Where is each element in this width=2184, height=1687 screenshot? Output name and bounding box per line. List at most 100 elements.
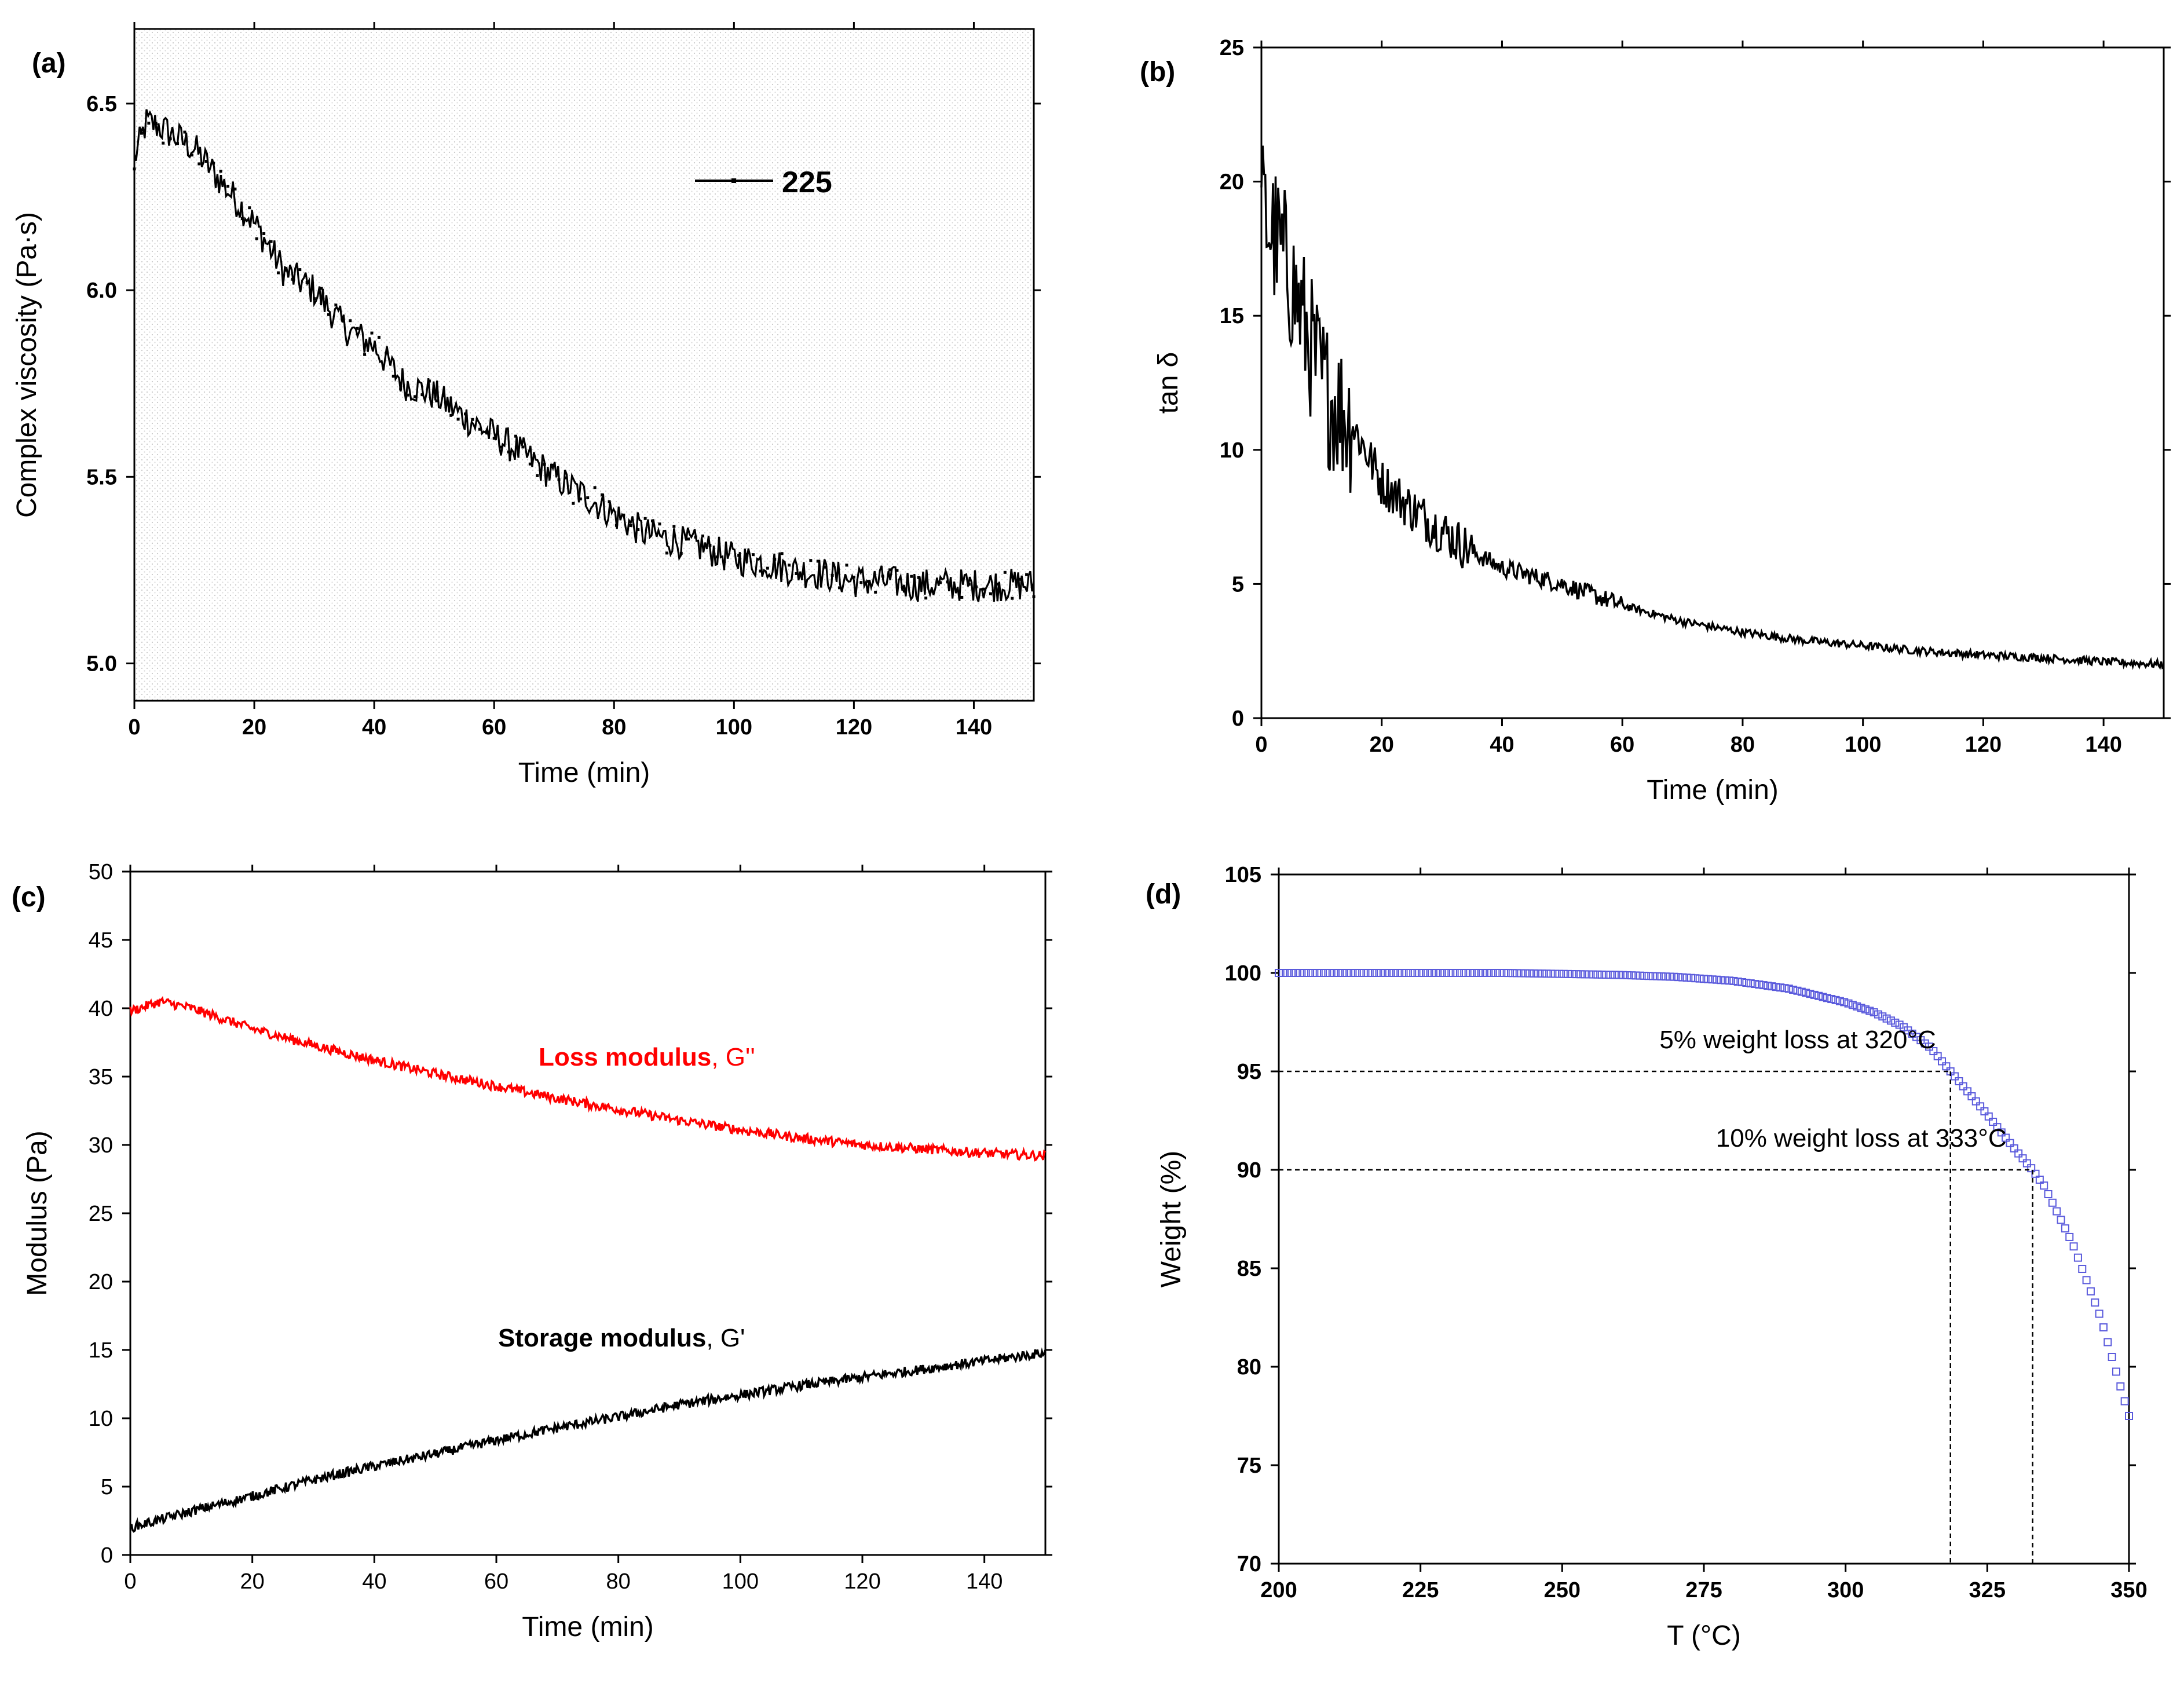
panel-label: (b) [1140, 57, 1175, 87]
data-point [1487, 969, 1495, 977]
data-point [809, 559, 813, 562]
data-point [931, 590, 935, 594]
data-point [816, 559, 820, 563]
data-point [536, 474, 539, 477]
data-point [1479, 969, 1487, 977]
y-tick-label: 0 [1232, 707, 1244, 731]
data-point [327, 313, 330, 316]
data-point [2112, 1367, 2120, 1376]
data-point [608, 500, 611, 503]
data-point [1691, 974, 1700, 983]
data-point [2018, 1154, 2027, 1163]
data-point [356, 327, 359, 330]
data-point [1751, 980, 1759, 989]
x-tick-label: 120 [844, 1569, 880, 1594]
data-point [442, 394, 445, 397]
data-point [989, 592, 992, 595]
annotation-label: 10% weight loss at 333°C [1716, 1124, 2007, 1152]
panel-d-weight: 200 225 250 275 300 325 350 70 75 80 85 90 95 100 105 T… [1146, 863, 2148, 1651]
data-point [1555, 969, 1564, 978]
data-point [1597, 970, 1606, 979]
data-point [1989, 1118, 1998, 1126]
y-tick-label: 10 [89, 1407, 113, 1431]
plot-frame [133, 28, 1035, 702]
data-point [1648, 972, 1657, 980]
data-point [1296, 969, 1304, 977]
data-point [1976, 1102, 1985, 1111]
x-tick-label: 120 [836, 715, 872, 740]
storage-modulus-label-rest: , G' [706, 1324, 745, 1352]
y-tick-label: 80 [1237, 1355, 1261, 1379]
data-point [708, 544, 712, 547]
data-point [1351, 969, 1360, 977]
data-point [1746, 979, 1755, 988]
data-point [1764, 982, 1772, 990]
data-point [665, 551, 668, 555]
data-point [478, 427, 481, 431]
data-point [802, 572, 805, 575]
data-point [852, 576, 855, 579]
data-point [1657, 972, 1666, 980]
data-point [2116, 1382, 2125, 1390]
data-point [485, 431, 489, 435]
data-point [1585, 970, 1593, 979]
data-point [1980, 1107, 1989, 1116]
data-point [334, 303, 338, 307]
data-point [643, 517, 647, 520]
data-point [1670, 972, 1678, 981]
data-point [1402, 969, 1411, 977]
y-tick-label: 70 [1237, 1552, 1261, 1576]
data-point [385, 352, 388, 355]
panel-a-complex-viscosity: 0 20 40 60 80 100 120 140 5.0 5.5 6.0 6.5 Time (min)… [12, 22, 1041, 788]
data-point [276, 271, 280, 275]
data-point [2099, 1323, 2108, 1331]
data-point [1776, 983, 1785, 992]
data-point [298, 268, 302, 272]
data-point [1491, 969, 1500, 977]
x-tick-label: 300 [1827, 1578, 1864, 1602]
x-axis-title: T (°C) [1667, 1620, 1741, 1651]
data-point [1432, 969, 1440, 977]
y-tick-label: 85 [1237, 1257, 1261, 1281]
data-point [1713, 975, 1721, 984]
panel-label: (d) [1146, 879, 1181, 910]
data-point [1581, 970, 1589, 979]
data-point [305, 281, 309, 284]
x-tick-label: 60 [482, 715, 506, 740]
data-point [2120, 1397, 2129, 1406]
data-point [1802, 989, 1810, 997]
data-point [1546, 969, 1555, 978]
y-tick-label: 35 [89, 1065, 113, 1089]
data-point [370, 331, 374, 335]
data-point [1568, 969, 1576, 978]
data-point [1406, 969, 1415, 977]
data-point [824, 565, 827, 569]
data-point [1551, 969, 1560, 978]
data-point [622, 513, 625, 517]
data-point [197, 162, 201, 166]
data-point [1857, 1004, 1865, 1012]
data-point [1355, 969, 1364, 977]
data-point [572, 502, 575, 505]
data-point [363, 353, 367, 356]
data-point [2095, 1309, 2103, 1318]
data-point [1717, 976, 1725, 985]
data-point [1780, 984, 1789, 993]
y-tick-label: 5.0 [86, 652, 117, 676]
y-tick-label: 50 [89, 860, 113, 884]
legend-label: 225 [782, 166, 832, 199]
data-point [1797, 987, 1806, 996]
y-tick-label: 6.0 [86, 279, 117, 303]
data-point [514, 434, 517, 438]
data-point [1959, 1082, 1967, 1090]
panel-label: (c) [12, 882, 46, 913]
y-tick-label: 45 [89, 928, 113, 953]
data-point [2002, 1133, 2010, 1142]
series-line-loss-modulus [129, 996, 1047, 1162]
data-point [1640, 971, 1649, 980]
data-point [1882, 1014, 1891, 1023]
data-point [1440, 969, 1449, 977]
y-tick-label: 15 [89, 1338, 113, 1363]
data-point [1742, 979, 1751, 987]
